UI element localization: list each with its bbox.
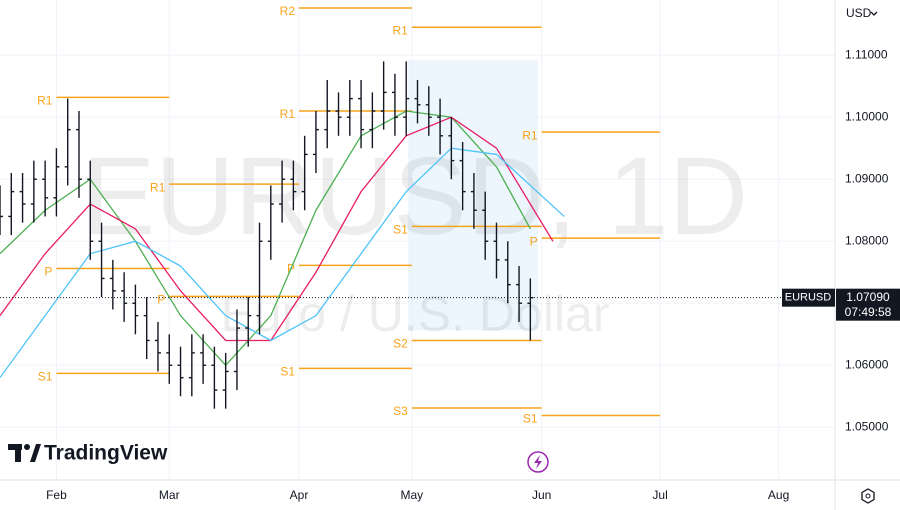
pivot-label: S1 [280, 365, 295, 379]
event-icon[interactable] [527, 451, 549, 473]
pivot-label: S1 [523, 412, 538, 426]
pivot-label: R1 [280, 107, 296, 121]
logo-mark [15, 444, 21, 462]
logo-mark [30, 444, 41, 462]
logo-mark [24, 444, 30, 450]
y-tick-label: 1.11000 [845, 47, 888, 61]
pivot-label: R1 [393, 23, 409, 37]
settings-icon[interactable] [861, 488, 875, 504]
y-tick-label: 1.08000 [845, 233, 889, 247]
pivot-label: S3 [393, 404, 408, 418]
currency-menu[interactable]: USD [846, 6, 878, 20]
currency[interactable]: USD [846, 6, 872, 20]
chevron [870, 11, 878, 16]
price-box [836, 288, 900, 321]
last-price-label: 1.07090 [846, 290, 890, 304]
countdown: 07:49:58 [845, 305, 892, 319]
pivot-label: P [530, 234, 538, 248]
pivot-label: R1 [150, 180, 166, 194]
symbol-label: EURUSD [785, 292, 832, 304]
logo: TradingView [8, 442, 168, 465]
y-tick-label: 1.09000 [845, 171, 889, 185]
settings-dot [865, 493, 871, 499]
y-tick-label: 1.06000 [845, 357, 889, 371]
pivot-label: S1 [38, 370, 53, 384]
pivot-label: P [157, 293, 165, 307]
x-tick-label: May [401, 488, 424, 502]
pivot-label: R1 [522, 128, 538, 142]
watermark-subtitle: Euro / U.S. Dollar [220, 286, 609, 342]
x-tick-label: Mar [159, 488, 180, 502]
pivot-label: R2 [280, 4, 296, 18]
x-tick-label: Jun [532, 488, 551, 502]
x-tick-label: Feb [46, 488, 67, 502]
y-tick-label: 1.05000 [845, 419, 889, 433]
event-bolt [534, 455, 542, 469]
x-tick-label: Jul [652, 488, 667, 502]
pivot-label: S2 [393, 337, 408, 351]
pivot-label: P [44, 265, 52, 279]
symbol-box [782, 288, 835, 307]
y-tick-label: 1.10000 [845, 109, 889, 123]
watermark-title: EURUSD, 1D [82, 135, 748, 258]
brand: TradingView [44, 442, 168, 465]
x-tick-label: Apr [290, 488, 309, 502]
pivot-label: R1 [37, 94, 53, 108]
x-tick-label: Aug [768, 488, 789, 502]
pivot-label: S1 [393, 223, 408, 237]
settings-button[interactable] [861, 488, 875, 504]
